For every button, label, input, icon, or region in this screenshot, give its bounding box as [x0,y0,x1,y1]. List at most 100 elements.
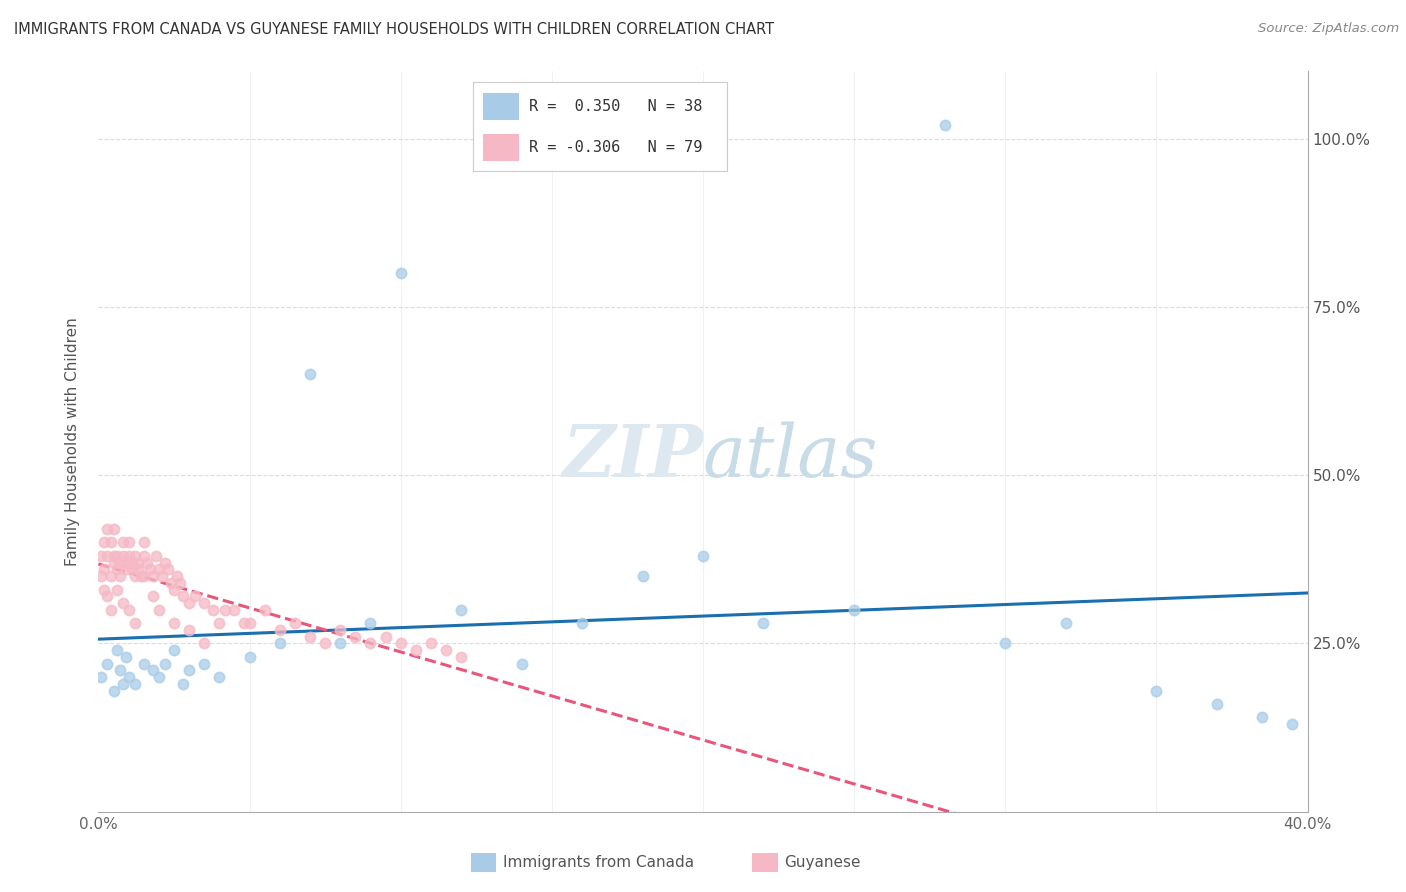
Point [179,664,201,678]
Point [114,562,136,576]
Point [1251,710,1274,724]
Point [156,562,179,576]
Point [111,535,134,549]
Point [202,603,225,617]
Text: ZIP: ZIP [562,421,703,491]
Point [96,522,118,536]
Point [105,549,128,563]
Point [96,657,118,671]
Point [114,649,136,664]
Point [1054,616,1077,631]
Point [163,616,186,631]
Point [105,643,128,657]
Point [118,535,141,549]
Point [179,596,201,610]
Point [139,562,162,576]
Point [450,649,472,664]
Point [132,569,155,583]
Point [169,575,191,590]
Point [344,630,367,644]
Point [172,590,194,604]
Point [153,657,176,671]
Point [142,664,165,678]
Point [118,603,141,617]
Point [153,556,176,570]
Point [121,562,143,576]
Point [105,562,128,576]
Point [269,636,291,650]
Point [111,596,134,610]
Point [93,582,115,597]
Text: atlas: atlas [703,421,879,491]
Point [114,556,136,570]
Point [127,562,149,576]
Point [172,677,194,691]
Text: Guyanese: Guyanese [785,855,860,870]
Point [148,603,170,617]
Point [374,630,396,644]
Point [329,623,352,637]
Point [148,562,170,576]
Point [299,368,322,382]
Point [163,582,186,597]
Point [96,590,118,604]
Point [269,623,291,637]
Point [232,616,254,631]
Point [179,623,201,637]
Point [132,549,155,563]
Point [1206,697,1229,711]
Point [1144,683,1167,698]
Point [450,603,472,617]
Text: Immigrants from Canada: Immigrants from Canada [503,855,695,870]
Point [108,556,131,570]
Point [420,636,443,650]
Point [360,616,382,631]
Point [111,677,134,691]
Point [93,562,115,576]
Point [118,549,141,563]
Point [239,649,262,664]
Point [103,556,125,570]
Point [121,556,143,570]
Point [934,118,956,132]
Point [752,616,775,631]
Point [163,643,186,657]
Point [214,603,236,617]
Point [239,616,262,631]
Point [510,657,533,671]
Point [692,549,714,563]
Point [124,677,146,691]
Point [142,590,165,604]
Y-axis label: Family Households with Children: Family Households with Children [65,318,80,566]
Point [135,556,157,570]
Point [405,643,427,657]
Point [124,616,146,631]
Point [108,664,131,678]
Point [90,569,112,583]
Point [631,569,654,583]
Point [118,670,141,684]
Point [389,636,412,650]
Point [90,549,112,563]
Point [96,549,118,563]
Point [329,636,352,650]
Point [208,670,231,684]
Point [160,575,183,590]
Point [571,616,593,631]
Point [100,603,122,617]
Point [193,636,215,650]
Point [111,549,134,563]
Point [132,657,155,671]
Point [184,590,207,604]
Point [150,569,173,583]
Point [193,596,215,610]
Point [103,683,125,698]
Point [208,616,231,631]
Point [142,569,165,583]
Point [844,603,866,617]
Point [253,603,276,617]
Point [100,535,122,549]
Point [360,636,382,650]
Point [108,569,131,583]
Point [124,569,146,583]
